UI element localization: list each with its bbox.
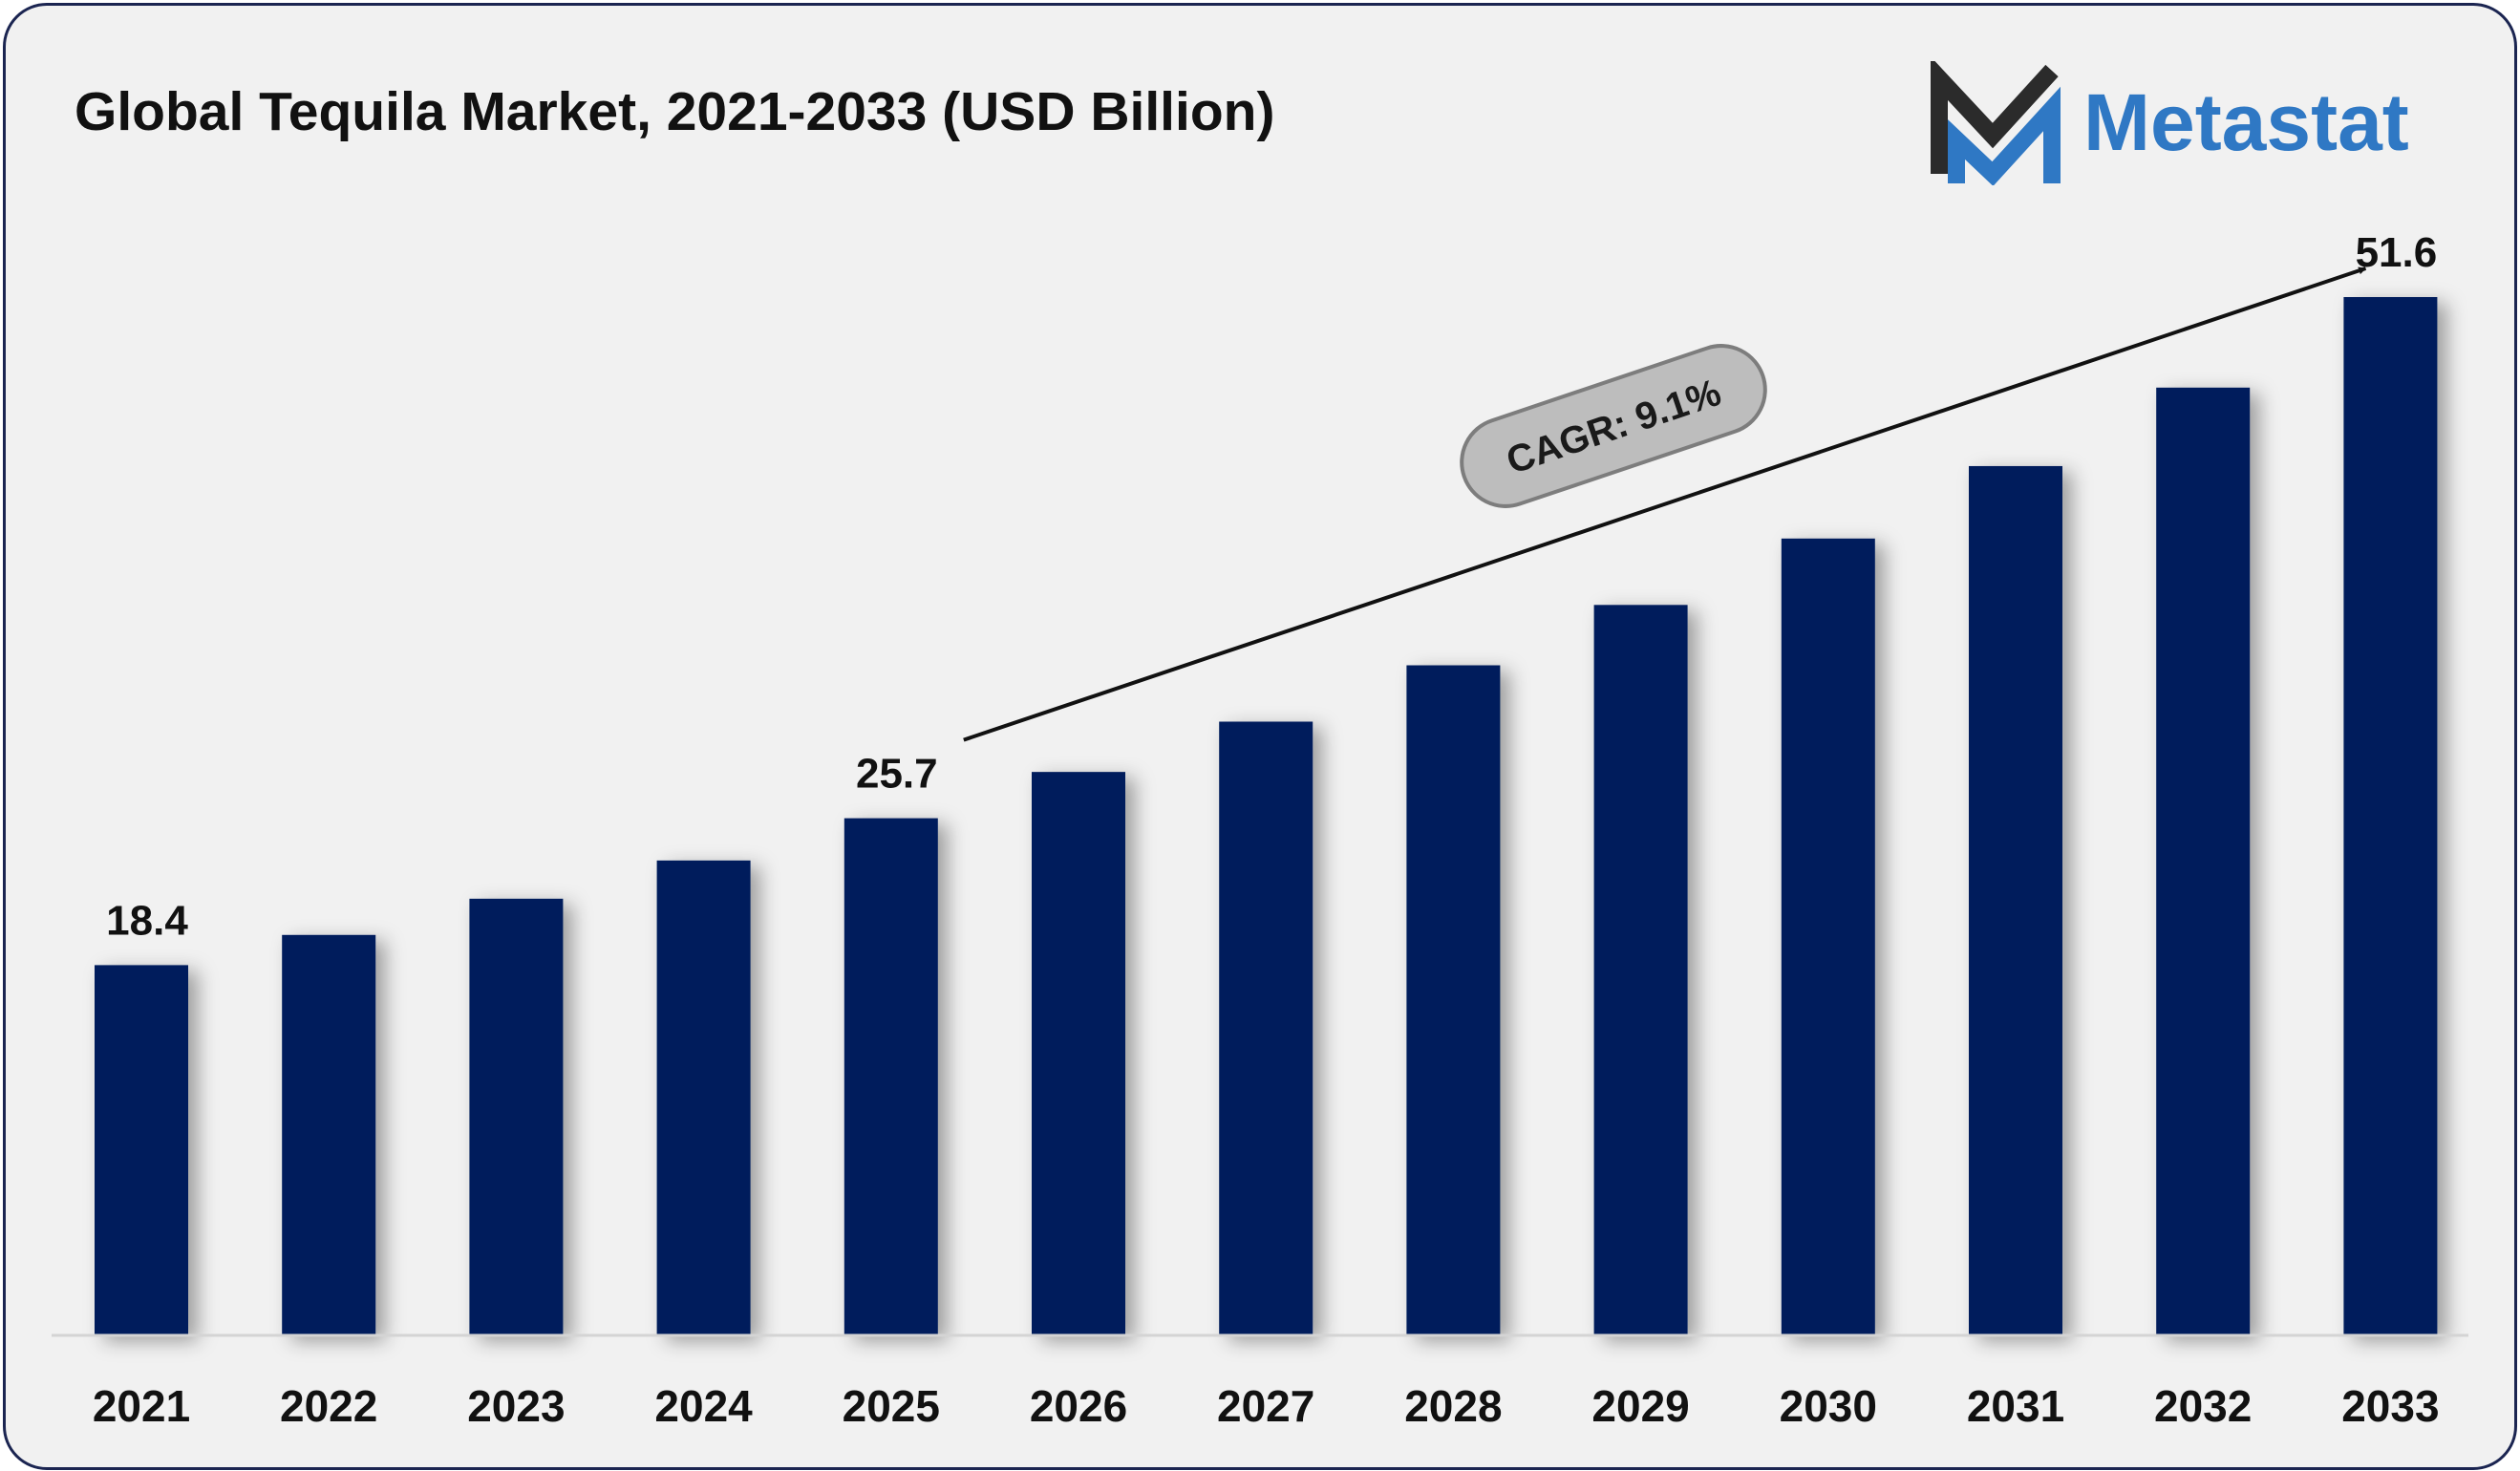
data-labels: 18.4 25.7 51.6	[106, 229, 2437, 944]
x-tick-2028: 2028	[1404, 1381, 1502, 1431]
x-tick-2025: 2025	[843, 1381, 940, 1431]
cagr-pill-background	[1460, 344, 1767, 508]
chart-card: Global Tequila Market, 2021-2033 (USD Bi…	[3, 3, 2517, 1470]
bar-2029	[1593, 605, 1688, 1335]
cagr-arrow	[963, 266, 2367, 742]
x-tick-2021: 2021	[93, 1381, 190, 1431]
bar-2025	[844, 818, 938, 1335]
bar-2027	[1219, 721, 1313, 1335]
x-tick-2032: 2032	[2154, 1381, 2252, 1431]
bar-2024	[656, 860, 751, 1335]
bar-2021	[95, 965, 188, 1335]
x-tick-2029: 2029	[1591, 1381, 1689, 1431]
x-tick-2030: 2030	[1780, 1381, 1877, 1431]
bar-2022	[282, 934, 376, 1335]
data-label-2033: 51.6	[2356, 229, 2438, 276]
x-tick-2031: 2031	[1967, 1381, 2064, 1431]
data-label-2021: 18.4	[106, 897, 188, 944]
x-tick-2024: 2024	[654, 1381, 753, 1431]
bar-2030	[1781, 538, 1875, 1335]
bar-2028	[1406, 665, 1501, 1335]
cagr-pill: CAGR: 9.1%	[1460, 344, 1767, 508]
x-tick-2022: 2022	[280, 1381, 377, 1431]
x-tick-2033: 2033	[2341, 1381, 2439, 1431]
bars-group	[95, 297, 2438, 1335]
chart-title: Global Tequila Market, 2021-2033 (USD Bi…	[75, 81, 1275, 142]
metastat-m-logo-icon	[1931, 61, 2061, 185]
bar-2032	[2156, 387, 2251, 1335]
bar-2031	[1969, 465, 2062, 1335]
bar-2023	[469, 898, 564, 1335]
data-label-2025: 25.7	[856, 751, 938, 798]
brand-logo: Metastat	[1926, 61, 2461, 185]
bar-chart: 2021 2022 2023 2024 2025 2026 2027 2028 2029 2030…	[52, 229, 2468, 1431]
x-tick-labels: 2021 2022 2023 2024 2025 2026 2027 2028 2029 2030…	[93, 1381, 2440, 1431]
x-tick-2027: 2027	[1217, 1381, 1314, 1431]
brand-name: Metastat	[2083, 77, 2409, 167]
x-tick-2023: 2023	[467, 1381, 565, 1431]
x-tick-2026: 2026	[1030, 1381, 1127, 1431]
bar-2033	[2343, 297, 2438, 1335]
bar-2026	[1032, 772, 1125, 1335]
